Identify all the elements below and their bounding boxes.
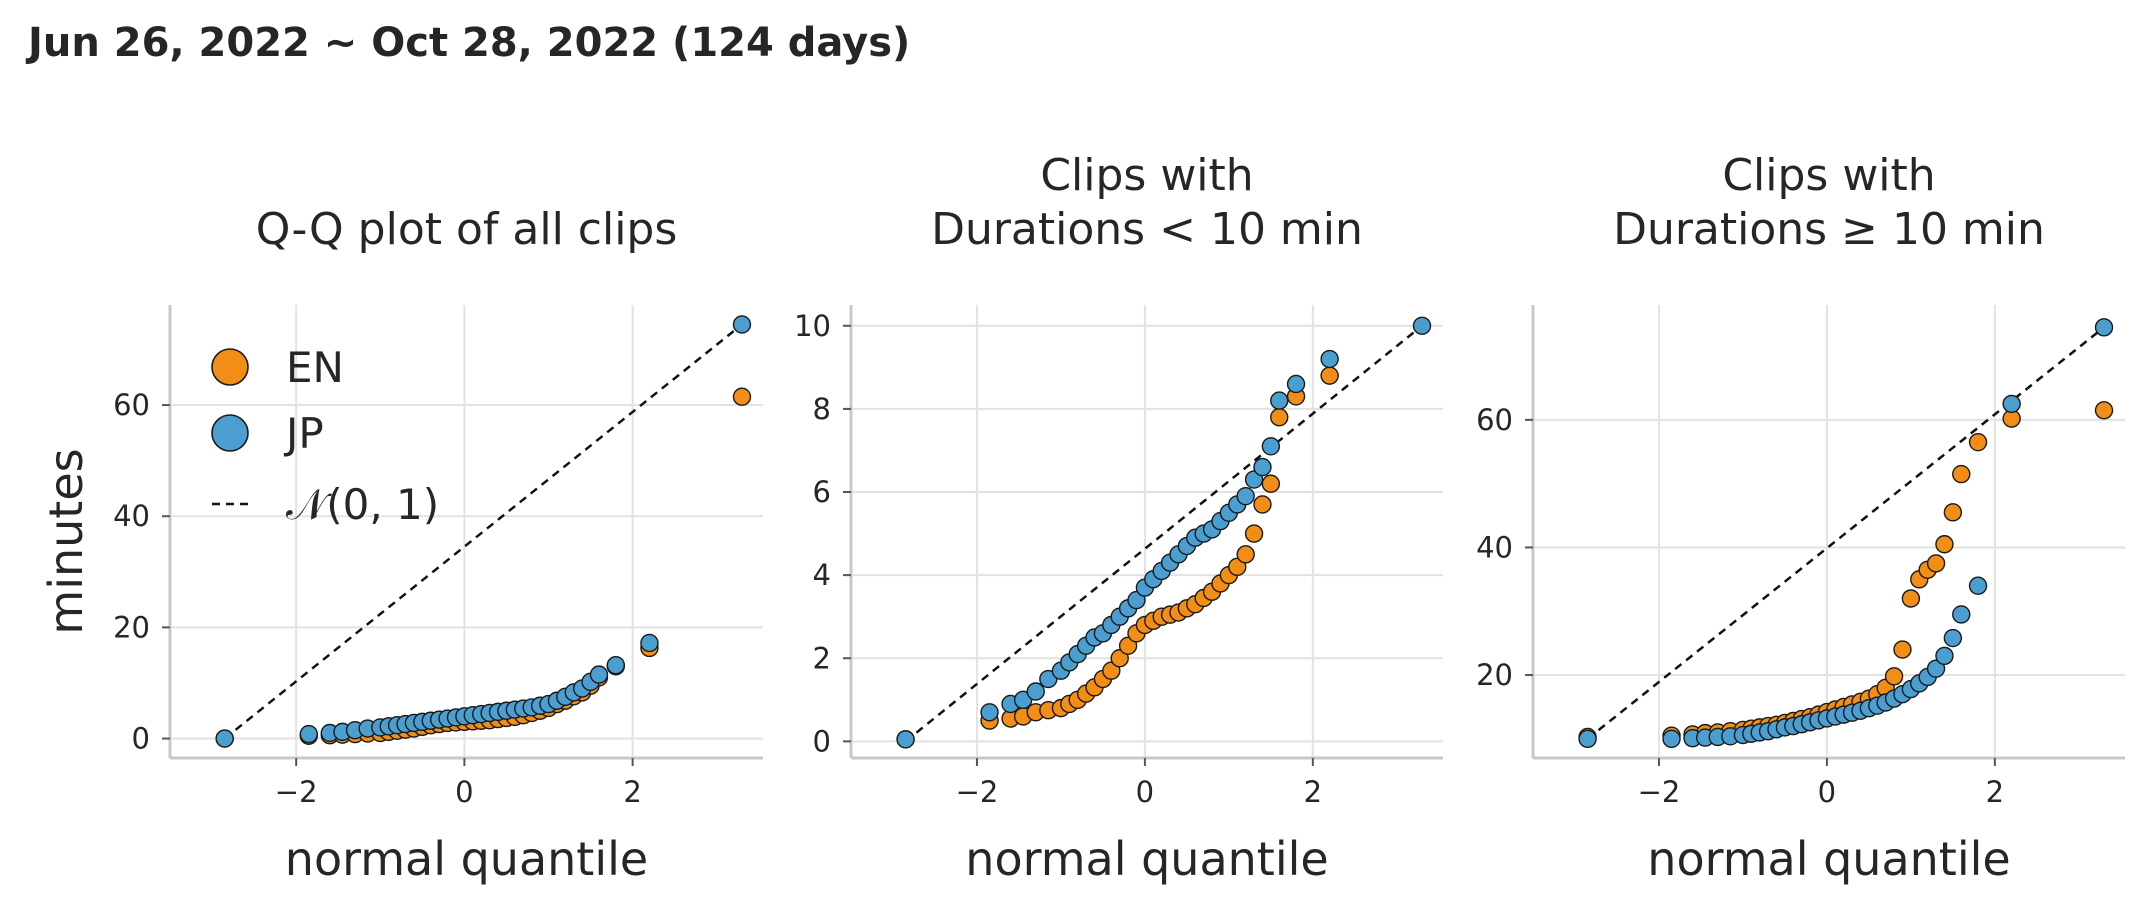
normal-reference-line	[223, 323, 743, 740]
x-tick-label: 2	[1304, 775, 1322, 809]
point-en	[2094, 401, 2114, 420]
legend-marker-en	[211, 348, 249, 386]
point-jp	[1943, 628, 1963, 648]
point-jp	[1244, 470, 1264, 489]
y-tick-label: 60	[113, 388, 150, 422]
point-jp	[589, 665, 609, 684]
point-jp	[640, 633, 659, 653]
y-tick-label: 20	[1476, 658, 1513, 692]
point-en	[1102, 661, 1121, 680]
point-jp	[606, 655, 626, 675]
legend-label: 𝒩(0, 1)	[286, 480, 439, 529]
point-jp	[1270, 391, 1289, 410]
point-jp	[1236, 486, 1255, 506]
point-jp	[1013, 690, 1033, 710]
point-jp	[732, 315, 752, 334]
point-en	[1261, 474, 1281, 493]
point-jp	[1286, 374, 1306, 394]
point-en	[1935, 535, 1954, 554]
panel-title: Q-Q plot of all clips	[256, 204, 678, 255]
x-tick-label: 2	[623, 775, 641, 809]
y-tick-label: 0	[132, 722, 150, 756]
figure-suptitle: Jun 26, 2022 ~ Oct 28, 2022 (124 days)	[28, 20, 911, 66]
point-jp	[215, 729, 234, 748]
point-en	[1968, 432, 1988, 452]
point-en	[1901, 589, 1921, 608]
point-en	[1884, 667, 1904, 686]
point-jp	[299, 724, 318, 744]
point-jp	[896, 730, 915, 749]
y-axis-label: minutes	[39, 448, 93, 634]
point-jp	[1935, 646, 1954, 666]
point-jp	[1578, 729, 1597, 749]
point-en	[1943, 503, 1963, 522]
panel-under-10-min: −2 0 2 0 2 4 6 8 10 Clips with Durations < 10 min n…	[794, 150, 1443, 886]
point-en	[732, 387, 752, 406]
x-tick-label: 0	[1818, 775, 1836, 809]
legend-label: JP	[283, 409, 324, 458]
point-jp	[1952, 605, 1971, 624]
point-jp	[1039, 669, 1058, 689]
x-tick-label: −2	[956, 775, 999, 809]
point-en	[1893, 640, 1912, 659]
point-jp	[1261, 437, 1281, 456]
y-tick-label: 10	[794, 309, 831, 343]
y-tick-label: 40	[113, 499, 150, 533]
panel-over-10-min: −2 0 2 20 40 60 Clips with Durations ≥ 10 min no…	[1476, 150, 2125, 886]
normal-reference-line	[1586, 326, 2105, 740]
point-en	[1244, 524, 1264, 543]
y-tick-label: 8	[813, 392, 831, 426]
x-axis-label: normal quantile	[1647, 832, 2010, 886]
panel-title: Clips with Durations ≥ 10 min	[1613, 150, 2045, 255]
point-jp	[1968, 576, 1988, 595]
normal-reference-line	[904, 324, 1423, 743]
point-en	[1952, 464, 1971, 484]
point-en	[1253, 495, 1272, 514]
point-jp	[2002, 394, 2021, 414]
panel-title: Clips with Durations < 10 min	[931, 150, 1363, 255]
x-tick-label: −2	[1638, 775, 1681, 809]
y-tick-label: 40	[1476, 530, 1513, 564]
y-tick-label: 6	[813, 475, 831, 509]
point-jp	[1127, 590, 1146, 610]
point-jp	[1253, 457, 1272, 477]
point-jp	[980, 703, 999, 722]
point-jp	[1662, 729, 1681, 749]
point-en	[1320, 366, 1339, 385]
point-en	[1110, 649, 1129, 668]
x-tick-label: 0	[1136, 775, 1154, 809]
point-en	[1926, 554, 1946, 573]
point-en	[1228, 557, 1247, 577]
point-jp	[1926, 659, 1946, 678]
point-jp	[1026, 682, 1045, 701]
legend-marker-jp	[211, 414, 249, 452]
y-tick-label: 4	[813, 558, 831, 592]
y-tick-label: 60	[1476, 403, 1513, 437]
point-en	[1236, 545, 1255, 564]
y-tick-label: 2	[813, 641, 831, 675]
x-axis-label: normal quantile	[965, 832, 1328, 886]
x-tick-label: 0	[455, 775, 473, 809]
y-tick-label: 20	[113, 610, 150, 644]
x-axis-label: normal quantile	[285, 832, 648, 886]
legend-label: EN	[286, 343, 344, 392]
legend: EN JP 𝒩(0, 1)	[211, 343, 439, 529]
y-tick-label: 0	[813, 724, 831, 758]
x-tick-label: 2	[1986, 775, 2004, 809]
point-jp	[1412, 316, 1432, 335]
x-tick-label: −2	[275, 775, 318, 809]
point-jp	[1320, 349, 1339, 369]
point-jp	[2094, 318, 2114, 337]
point-en	[1270, 408, 1289, 427]
point-en	[1118, 636, 1138, 655]
